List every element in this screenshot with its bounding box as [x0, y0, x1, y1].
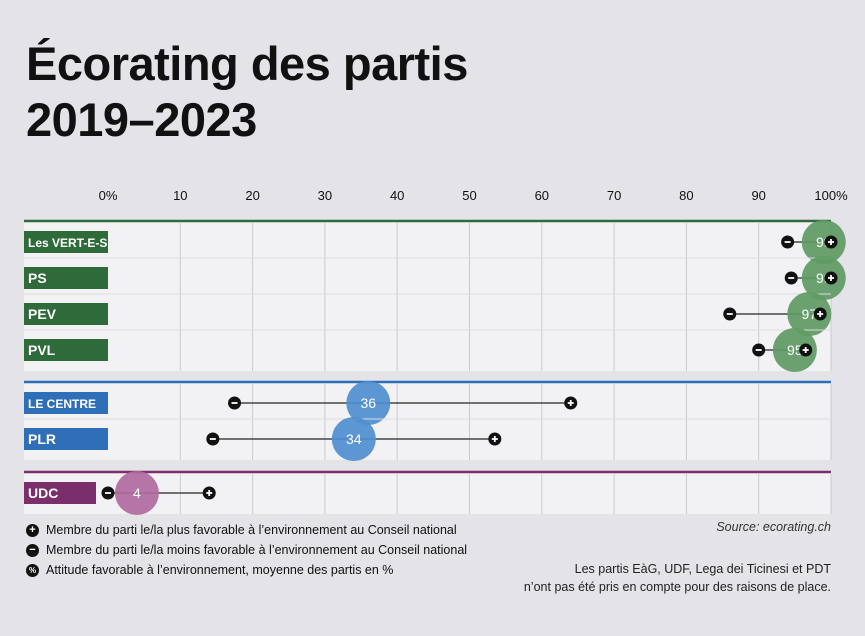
max-marker	[799, 343, 813, 357]
chart-title: Écorating des partis 2019–2023	[26, 36, 468, 148]
dot-range-chart: 0% 10 20 30 40 50 60 70 80 90 100% Les VERT-E-S 99P…	[24, 188, 848, 515]
legend-item-minus: − Membre du parti le/la moins favorable …	[26, 540, 467, 560]
legend: + Membre du parti le/la plus favorable à…	[26, 520, 467, 580]
x-tick-label: 0%	[99, 188, 118, 203]
x-tick-label: 70	[607, 188, 621, 203]
gridlines	[179, 223, 832, 514]
legend-item-plus: + Membre du parti le/la plus favorable à…	[26, 520, 467, 540]
party-label-box	[24, 267, 108, 289]
footnote-line-1: Les partis EàG, UDF, Lega dei Ticinesi e…	[574, 562, 831, 576]
x-tick-labels: 0% 10 20 30 40 50 60 70 80 90 100%	[99, 188, 848, 203]
party-row: Les VERT-E-S 99	[24, 220, 846, 264]
party-row: UDC 4	[24, 471, 216, 515]
max-marker	[488, 432, 502, 446]
mean-label: 97	[802, 306, 818, 322]
party-label: PVL	[28, 342, 56, 358]
mean-bubble	[331, 417, 376, 461]
max-marker	[813, 307, 827, 321]
legend-item-percent: % Attitude favorable à l’environnement, …	[26, 560, 467, 580]
max-marker	[202, 486, 216, 500]
max-marker	[564, 396, 578, 410]
min-marker	[781, 235, 795, 249]
x-tick-label: 20	[245, 188, 259, 203]
party-label: PEV	[28, 306, 57, 322]
party-label-box	[24, 392, 108, 414]
plus-icon: +	[26, 523, 39, 537]
party-row: PLR 34	[24, 417, 831, 461]
percent-icon: %	[26, 563, 39, 577]
x-tick-label: 90	[751, 188, 765, 203]
party-label: PLR	[28, 431, 56, 447]
minus-icon: −	[26, 543, 39, 557]
x-tick-label: 40	[390, 188, 404, 203]
x-tick-label: 60	[535, 188, 549, 203]
party-label-box	[24, 428, 108, 450]
group-bands	[24, 219, 831, 514]
legend-label-minus: Membre du parti le/la moins favorable à …	[46, 543, 468, 557]
party-label-box	[24, 339, 108, 361]
footnote-line-2: n’ont pas été pris en compte pour des ra…	[523, 580, 831, 594]
mean-bubble	[114, 471, 159, 515]
party-label: Les VERT-E-S	[28, 236, 107, 250]
party-row: PEV 97	[24, 292, 832, 336]
max-marker	[824, 271, 838, 285]
x-tick-label: 30	[318, 188, 332, 203]
x-tick-label: 50	[462, 188, 476, 203]
mean-label: 34	[346, 431, 362, 447]
title-line-2: 2019–2023	[26, 93, 257, 146]
min-marker	[723, 307, 737, 321]
max-marker	[824, 235, 838, 249]
mean-bubble	[787, 292, 832, 336]
min-marker	[101, 486, 115, 500]
x-tick-label: 100%	[814, 188, 848, 203]
party-label-box	[24, 231, 108, 253]
min-marker	[752, 343, 766, 357]
min-marker	[228, 396, 242, 410]
mean-bubble	[346, 381, 391, 425]
party-label: LE CENTRE	[28, 397, 96, 411]
party-label-box	[24, 482, 96, 504]
x-tick-label: 80	[679, 188, 693, 203]
group-band	[24, 220, 831, 371]
mean-label: 95	[787, 342, 803, 358]
mean-bubble	[801, 220, 846, 264]
x-tick-label: 10	[173, 188, 187, 203]
party-row: LE CENTRE 36	[24, 381, 578, 425]
mean-bubble	[801, 256, 846, 300]
mean-label: 4	[133, 485, 141, 501]
min-marker	[784, 271, 798, 285]
footnote: Les partis EàG, UDF, Lega dei Ticinesi e…	[524, 560, 831, 596]
source-credit: Source: ecorating.ch	[716, 520, 831, 534]
party-label-box	[24, 303, 108, 325]
party-label: PS	[28, 270, 47, 286]
mean-label: 36	[360, 395, 376, 411]
party-row: PS 99	[24, 256, 846, 300]
party-label: UDC	[28, 485, 58, 501]
mean-bubble	[772, 328, 817, 372]
group-band	[24, 381, 831, 460]
legend-label-percent: Attitude favorable à l’environnement, mo…	[46, 563, 394, 577]
title-line-1: Écorating des partis	[26, 37, 468, 90]
party-row: PVL 95	[24, 328, 831, 372]
min-marker	[206, 432, 220, 446]
legend-label-plus: Membre du parti le/la plus favorable à l…	[46, 523, 457, 537]
